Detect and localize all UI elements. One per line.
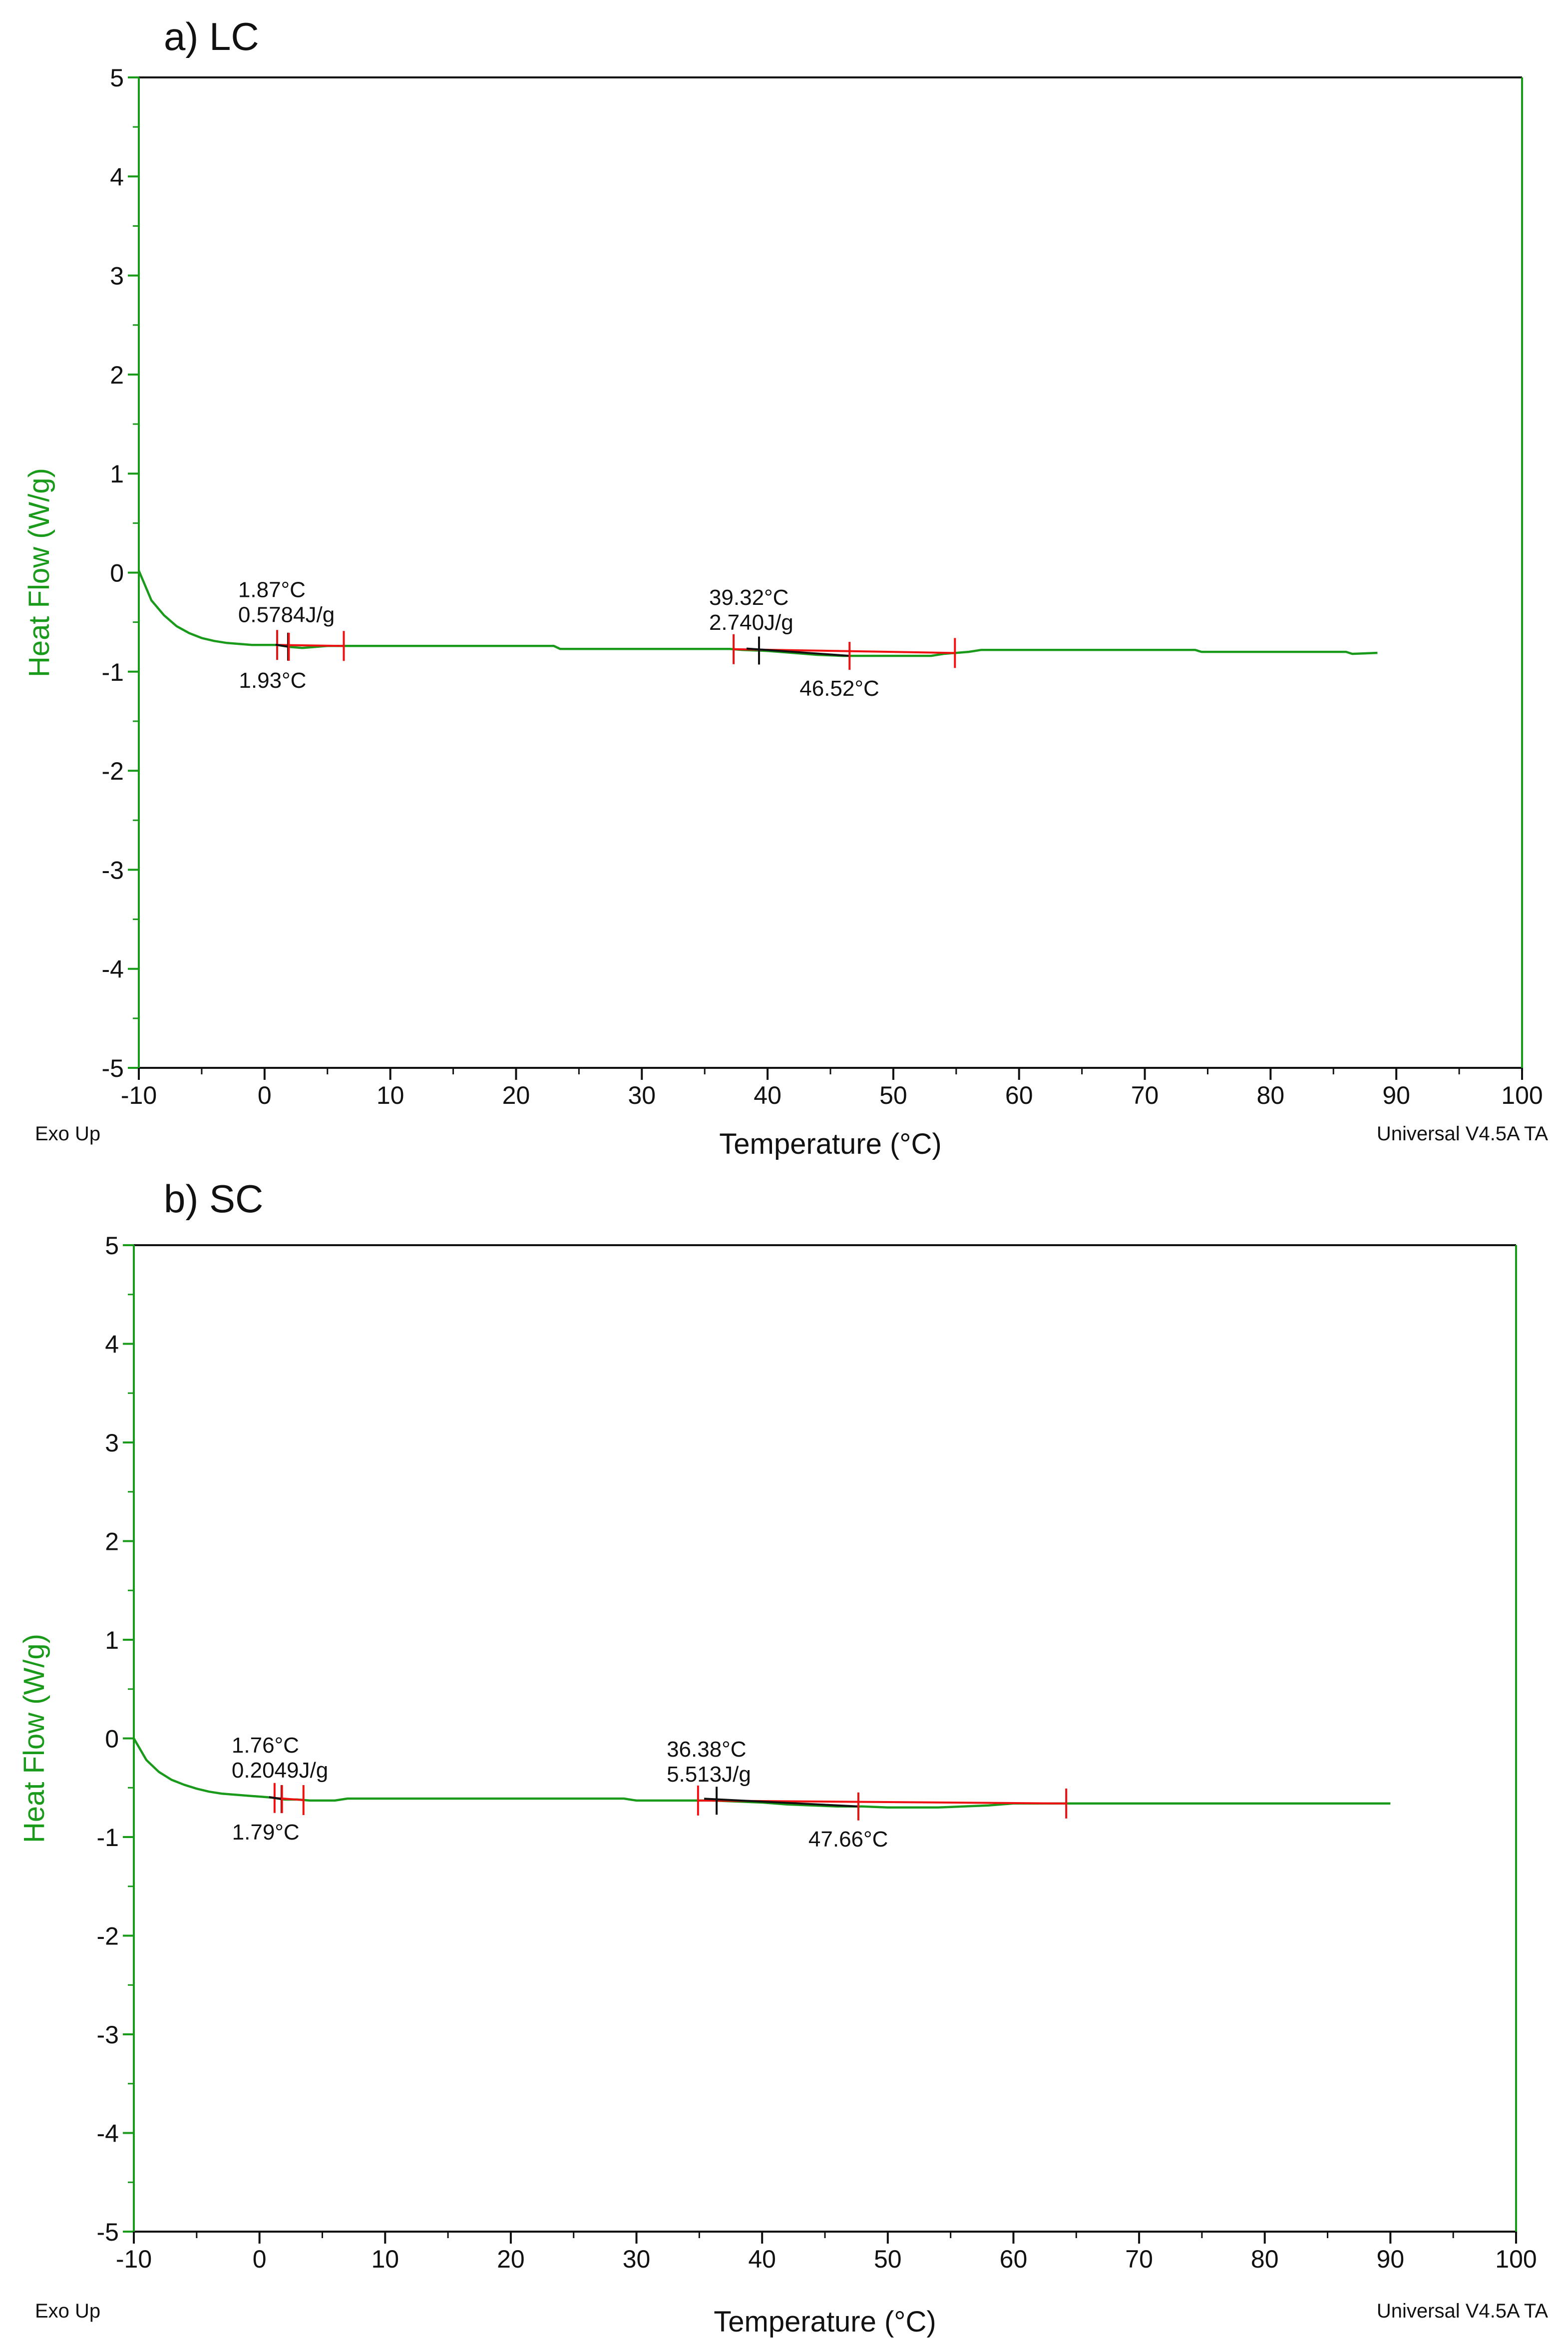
y-tick-label: 5 [105, 1232, 119, 1260]
y-tick-label: -3 [102, 856, 124, 884]
x-tick-label: -10 [116, 2245, 152, 2273]
y-axis-label: Heat Flow (W/g) [23, 468, 55, 677]
x-tick-label: 90 [1382, 1081, 1410, 1109]
annotation-label: 39.32°C [709, 585, 788, 610]
x-tick-label: 80 [1251, 2245, 1279, 2273]
x-tick-label: 70 [1131, 1081, 1159, 1109]
y-tick-label: -5 [97, 2218, 119, 2246]
annotation-label: 1.87°C [238, 577, 306, 602]
panel-label: a) LC [164, 14, 259, 58]
x-axis-label: Temperature (°C) [719, 1128, 941, 1160]
y-tick-label: 4 [105, 1331, 119, 1359]
y-tick-label: -2 [97, 1922, 119, 1950]
y-tick-label: -4 [97, 2120, 119, 2148]
annotation-label: 2.740J/g [709, 610, 793, 635]
exo-up-label: Exo Up [35, 2300, 100, 2322]
y-tick-label: 2 [105, 1528, 119, 1556]
x-tick-label: 40 [748, 2245, 776, 2273]
x-tick-label: 10 [371, 2245, 399, 2273]
annotation-label: 0.2049J/g [232, 1758, 328, 1783]
y-tick-label: 1 [110, 460, 124, 488]
y-tick-label: -3 [97, 2021, 119, 2049]
x-tick-label: 100 [1501, 1081, 1543, 1109]
annotation-label: 47.66°C [808, 1827, 888, 1852]
y-tick-label: 2 [110, 361, 124, 389]
y-tick-label: 5 [110, 64, 124, 92]
y-tick-label: 0 [105, 1725, 119, 1753]
y-tick-label: -1 [102, 658, 124, 686]
panel-label: b) SC [164, 1177, 263, 1221]
annotation-label: 5.513J/g [667, 1762, 751, 1787]
x-axis-label: Temperature (°C) [714, 2306, 936, 2338]
y-tick-label: 0 [110, 559, 124, 587]
heat-flow-series-line [133, 1738, 1391, 1809]
x-tick-label: 80 [1257, 1081, 1285, 1109]
y-tick-label: -5 [102, 1054, 124, 1082]
onset-tangent-line [746, 647, 850, 657]
x-tick-label: 100 [1495, 2245, 1537, 2273]
onset-tangent-line [269, 1796, 282, 1801]
annotation-label: 1.76°C [232, 1733, 299, 1758]
onset-tangent-line [704, 1798, 859, 1808]
x-tick-label: -10 [121, 1081, 157, 1109]
exo-up-label: Exo Up [35, 1123, 100, 1145]
y-tick-label: 4 [110, 163, 124, 191]
x-tick-label: 50 [874, 2245, 902, 2273]
software-version-label: Universal V4.5A TA [1377, 2300, 1548, 2322]
x-tick-label: 30 [623, 2245, 651, 2273]
y-tick-label: -2 [102, 757, 124, 785]
x-tick-label: 40 [754, 1081, 782, 1109]
x-tick-label: 60 [1000, 2245, 1028, 2273]
heat-flow-series-line [137, 570, 1378, 657]
x-tick-label: 60 [1005, 1081, 1033, 1109]
y-tick-label: 3 [110, 262, 124, 290]
x-tick-label: 0 [253, 2245, 267, 2273]
y-tick-label: -1 [97, 1824, 119, 1852]
annotation-label: 46.52°C [799, 676, 879, 701]
onset-tangent-line [275, 643, 289, 648]
software-version-label: Universal V4.5A TA [1377, 1123, 1548, 1145]
y-tick-label: -4 [102, 955, 124, 983]
annotation-label: 36.38°C [667, 1737, 746, 1762]
x-tick-label: 90 [1377, 2245, 1405, 2273]
x-tick-label: 30 [628, 1081, 656, 1109]
annotation-label: 1.79°C [232, 1820, 300, 1845]
annotation-label: 1.93°C [239, 668, 306, 693]
annotation-label: 0.5784J/g [238, 602, 335, 627]
x-tick-label: 50 [879, 1081, 907, 1109]
x-tick-label: 20 [497, 2245, 525, 2273]
y-axis-label: Heat Flow (W/g) [18, 1634, 50, 1843]
x-tick-label: 10 [377, 1081, 404, 1109]
y-tick-label: 1 [105, 1626, 119, 1654]
y-tick-label: 3 [105, 1429, 119, 1457]
x-tick-label: 20 [502, 1081, 530, 1109]
x-tick-label: 0 [258, 1081, 272, 1109]
x-tick-label: 70 [1125, 2245, 1153, 2273]
